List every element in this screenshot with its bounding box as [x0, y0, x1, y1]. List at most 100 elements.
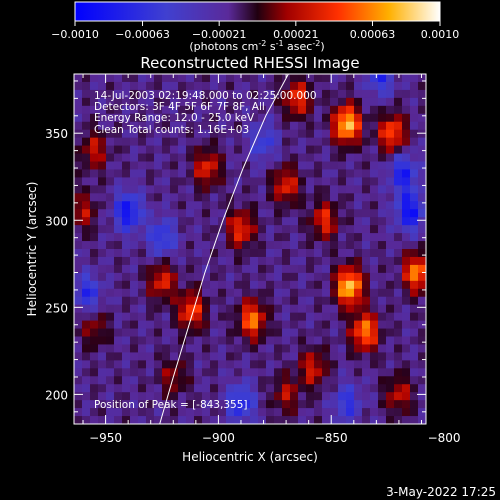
heatmap-cell [242, 217, 251, 226]
heatmap-cell [186, 233, 195, 242]
heatmap-cell [242, 225, 251, 234]
heatmap-cell [266, 416, 275, 424]
heatmap-cell [250, 264, 259, 274]
heatmap-cell [106, 193, 115, 202]
heatmap-cell [306, 129, 315, 139]
heatmap-cell [146, 320, 155, 330]
heatmap-cell [194, 145, 203, 155]
heatmap-cell [370, 74, 379, 83]
heatmap-cell [122, 280, 131, 290]
heatmap-cell [106, 81, 115, 91]
heatmap-cell [130, 113, 139, 123]
heatmap-cell [266, 360, 275, 369]
heatmap-cell [138, 256, 147, 266]
heatmap-cell [322, 376, 331, 385]
heatmap-cell [90, 360, 99, 369]
heatmap-cell [410, 312, 419, 322]
heatmap-cell [354, 241, 363, 250]
heatmap-cell [378, 233, 387, 242]
heatmap-cell [306, 320, 315, 330]
heatmap-cell [306, 360, 315, 369]
heatmap-cell [266, 312, 275, 322]
heatmap-cell [274, 328, 283, 338]
heatmap-cell [274, 296, 283, 306]
heatmap-cell [114, 185, 123, 194]
heatmap-cell [162, 400, 171, 409]
heatmap-cell [226, 121, 235, 131]
heatmap-cell [122, 145, 131, 155]
heatmap-cell [234, 217, 243, 226]
heatmap-cell [226, 400, 235, 409]
heatmap-cell [282, 121, 291, 131]
heatmap-cell [258, 89, 267, 99]
heatmap-cell [338, 264, 347, 274]
heatmap-cell [290, 416, 299, 424]
heatmap-cell [346, 169, 355, 178]
heatmap-cell [338, 296, 347, 306]
heatmap-cell [386, 137, 395, 147]
heatmap-cell [298, 81, 307, 91]
heatmap-cell [194, 400, 203, 409]
heatmap-cell [114, 352, 123, 361]
colorbar-ticks: −0.0010 −0.00063 −0.00021 0.00021 0.00063 0.0… [51, 21, 459, 41]
heatmap-cell [306, 137, 315, 147]
heatmap-cell [298, 193, 307, 202]
heatmap-cell [242, 241, 251, 250]
heatmap-cell [106, 249, 115, 258]
heatmap-cell [146, 185, 155, 194]
heatmap-cell [298, 129, 307, 139]
heatmap-cell [258, 416, 267, 424]
heatmap-cell [394, 312, 403, 322]
heatmap-cell [154, 280, 163, 290]
heatmap-cell [170, 185, 179, 194]
heatmap-cell [114, 280, 123, 290]
heatmap-cell [346, 328, 355, 338]
heatmap-cell [258, 105, 267, 115]
heatmap-cell [362, 137, 371, 147]
heatmap-cell [114, 241, 123, 250]
heatmap-cell [138, 264, 147, 274]
heatmap-cell [218, 113, 227, 123]
heatmap-cell [338, 280, 347, 290]
heatmap-cell [386, 241, 395, 250]
heatmap-cell [146, 225, 155, 234]
heatmap-cell [322, 177, 331, 186]
heatmap-cell [130, 304, 139, 314]
heatmap-cell [202, 153, 211, 163]
heatmap-cell [194, 312, 203, 322]
heatmap-cell [74, 392, 83, 401]
heatmap-cell [370, 320, 379, 330]
heatmap-cell [178, 304, 187, 314]
heatmap-cell [362, 121, 371, 131]
heatmap-cell [418, 296, 426, 306]
heatmap-cell [226, 153, 235, 163]
heatmap-cell [274, 408, 283, 417]
heatmap-cell [218, 209, 227, 218]
heatmap-cell [306, 256, 315, 266]
heatmap-cell [274, 121, 283, 131]
heatmap-cell [90, 185, 99, 194]
heatmap-cell [410, 137, 419, 147]
heatmap-cell [298, 360, 307, 369]
colorbar-tick-label: 0.0010 [421, 28, 460, 41]
heatmap-cell [346, 296, 355, 306]
heatmap-cell [162, 153, 171, 163]
heatmap-cell [258, 233, 267, 242]
heatmap-cell [258, 408, 267, 417]
heatmap-cell [170, 392, 179, 401]
heatmap-cell [258, 145, 267, 155]
heatmap-cell [242, 320, 251, 330]
heatmap-cell [266, 209, 275, 218]
heatmap-cell [394, 368, 403, 377]
heatmap-cell [418, 368, 426, 377]
heatmap-cell [138, 217, 147, 226]
heatmap-cell [122, 256, 131, 266]
heatmap-cell [394, 376, 403, 385]
colorbar-strip [74, 1, 441, 22]
heatmap-cell [258, 169, 267, 178]
heatmap-image [74, 74, 426, 424]
heatmap-cell [210, 336, 219, 346]
heatmap-cell [186, 368, 195, 377]
heatmap-cell [114, 304, 123, 314]
